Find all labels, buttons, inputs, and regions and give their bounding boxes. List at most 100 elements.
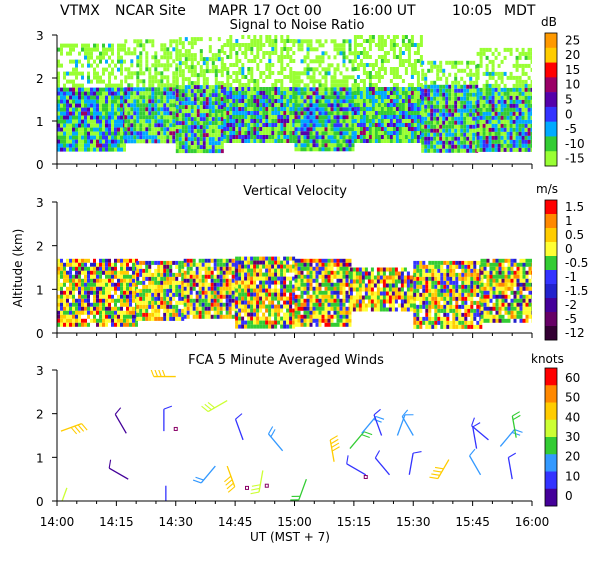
vv-cell bbox=[318, 274, 322, 279]
snr-cell bbox=[430, 136, 434, 141]
snr-cell bbox=[202, 73, 206, 78]
snr-cell bbox=[178, 129, 182, 134]
vv-cell bbox=[241, 300, 245, 305]
snr-cell bbox=[163, 43, 167, 48]
snr-cell bbox=[500, 91, 504, 96]
snr-cell bbox=[515, 95, 519, 100]
snr-cell bbox=[318, 103, 322, 108]
snr-cell bbox=[392, 47, 396, 51]
snr-cell bbox=[359, 127, 363, 131]
vv-cell bbox=[117, 314, 120, 319]
snr-cell bbox=[166, 47, 170, 52]
vv-cell bbox=[201, 298, 205, 303]
snr-cell bbox=[175, 133, 179, 138]
snr-cell bbox=[339, 131, 343, 136]
snr-cell bbox=[172, 71, 176, 76]
vv-cell bbox=[330, 274, 334, 279]
snr-cell bbox=[105, 103, 108, 108]
snr-cell bbox=[445, 144, 449, 149]
snr-cell bbox=[120, 103, 123, 108]
snr-cell bbox=[353, 51, 357, 55]
vv-cell bbox=[198, 278, 202, 283]
snr-cell bbox=[503, 47, 507, 52]
snr-cell bbox=[139, 59, 143, 64]
vv-cell bbox=[81, 318, 84, 323]
snr-cell bbox=[202, 109, 206, 114]
snr-cell bbox=[419, 35, 423, 39]
snr-cell bbox=[427, 104, 431, 109]
snr-cell bbox=[117, 59, 120, 64]
snr-cell bbox=[99, 111, 102, 116]
snr-cell bbox=[421, 72, 425, 77]
snr-cell bbox=[151, 107, 155, 112]
snr-cell bbox=[380, 115, 384, 119]
snr-cell bbox=[324, 139, 328, 144]
snr-cell bbox=[136, 131, 140, 136]
snr-cell bbox=[518, 51, 522, 56]
snr-cell bbox=[524, 127, 528, 132]
vv-cell bbox=[219, 258, 223, 263]
snr-cell bbox=[190, 73, 194, 78]
snr-cell bbox=[117, 123, 120, 128]
snr-cell bbox=[377, 131, 381, 135]
snr-cell bbox=[345, 39, 349, 44]
snr-cell bbox=[342, 99, 346, 104]
snr-cell bbox=[297, 143, 301, 148]
snr-cell bbox=[389, 139, 393, 143]
snr-cell bbox=[472, 128, 476, 133]
vv-cell bbox=[192, 314, 196, 319]
snr-cell bbox=[419, 39, 423, 43]
snr-cell bbox=[232, 131, 236, 135]
snr-cell bbox=[407, 99, 411, 103]
vv-cell bbox=[303, 314, 307, 319]
snr-cell bbox=[491, 127, 495, 132]
snr-cell bbox=[99, 99, 102, 104]
vv-cell bbox=[286, 264, 290, 269]
vv-cell bbox=[268, 300, 272, 305]
snr-cell bbox=[69, 115, 72, 120]
snr-cell bbox=[105, 99, 108, 104]
vv-cell bbox=[247, 320, 251, 325]
snr-cell bbox=[479, 51, 483, 56]
vv-cell bbox=[297, 258, 301, 263]
snr-cell bbox=[108, 147, 111, 152]
snr-cell bbox=[494, 111, 498, 116]
snr-cell bbox=[476, 75, 480, 80]
snr-cell bbox=[330, 123, 334, 128]
snr-cell bbox=[178, 53, 182, 58]
snr-cell bbox=[120, 95, 123, 100]
snr-cell bbox=[469, 76, 473, 81]
vv-cell bbox=[324, 310, 328, 315]
vv-cell bbox=[129, 306, 132, 311]
snr-cell bbox=[342, 119, 346, 124]
vv-cell bbox=[84, 278, 87, 283]
snr-cell bbox=[368, 87, 372, 91]
vv-cell bbox=[145, 316, 149, 321]
snr-cell bbox=[386, 135, 390, 139]
snr-cell bbox=[211, 145, 215, 150]
snr-cell bbox=[190, 101, 194, 106]
snr-cell bbox=[439, 92, 443, 97]
vv-cell bbox=[108, 258, 111, 263]
snr-cell bbox=[333, 139, 337, 144]
snr-cell bbox=[190, 149, 194, 154]
vv-cell bbox=[312, 294, 316, 299]
snr-cell bbox=[102, 103, 105, 108]
snr-cell bbox=[244, 107, 248, 111]
snr-cell bbox=[241, 123, 245, 127]
vv-cell bbox=[120, 294, 123, 299]
vv-cell bbox=[96, 286, 99, 291]
snr-cell bbox=[312, 95, 316, 100]
snr-cell bbox=[395, 83, 399, 87]
snr-cell bbox=[187, 53, 191, 58]
snr-cell bbox=[111, 71, 114, 76]
snr-cell bbox=[166, 103, 170, 108]
vv-cell bbox=[207, 282, 211, 287]
snr-cell bbox=[292, 83, 296, 87]
vv-cell bbox=[333, 274, 337, 279]
snr-cell bbox=[102, 99, 105, 104]
snr-cell bbox=[336, 107, 340, 112]
vv-cell bbox=[129, 274, 132, 279]
snr-cell bbox=[169, 131, 173, 136]
snr-cell bbox=[374, 71, 378, 75]
